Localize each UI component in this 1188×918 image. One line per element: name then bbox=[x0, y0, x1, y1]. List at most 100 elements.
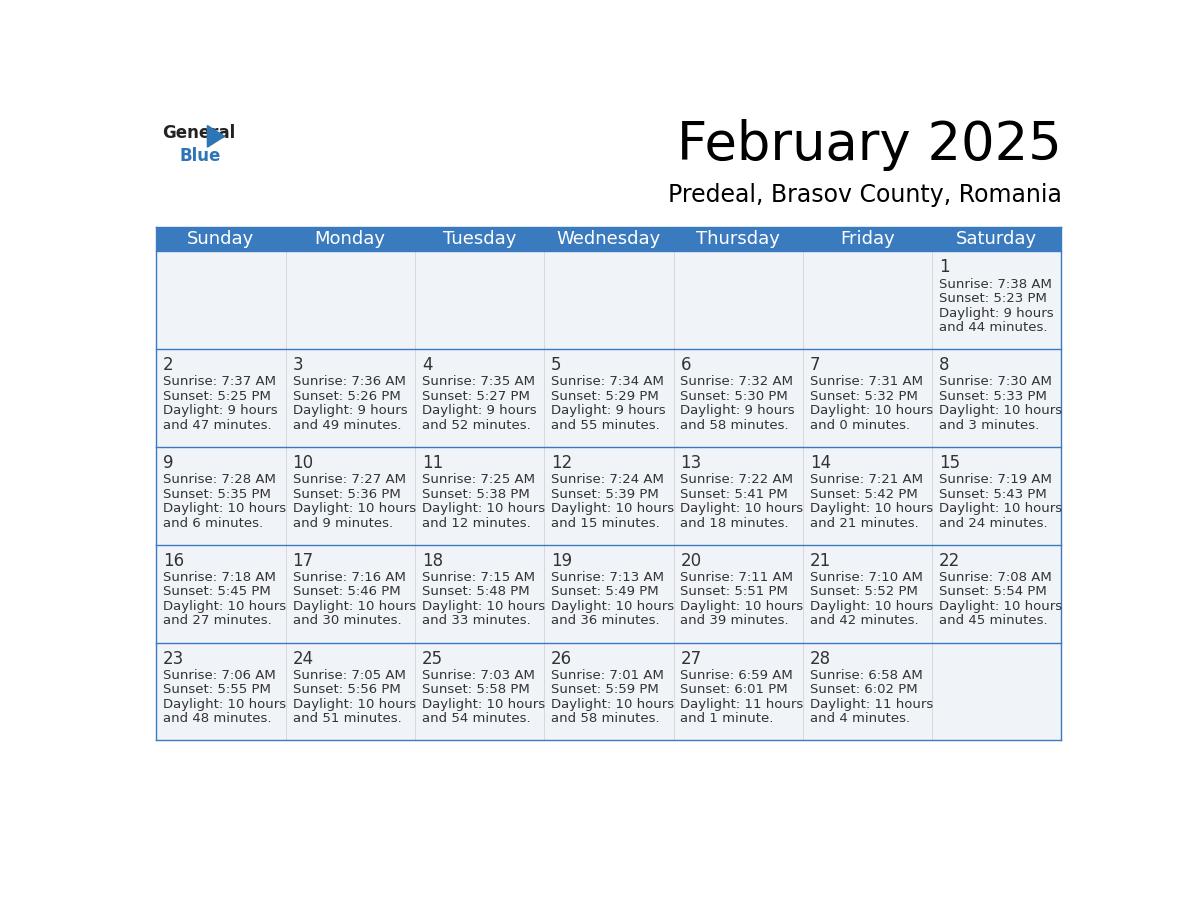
Bar bbox=[285, 349, 415, 447]
Text: Sunrise: 7:28 AM: Sunrise: 7:28 AM bbox=[163, 473, 276, 487]
Bar bbox=[415, 252, 544, 349]
Text: Sunrise: 7:11 AM: Sunrise: 7:11 AM bbox=[681, 571, 794, 584]
Text: Sunrise: 7:34 AM: Sunrise: 7:34 AM bbox=[551, 375, 664, 388]
Text: Sunset: 5:59 PM: Sunset: 5:59 PM bbox=[551, 683, 659, 696]
Text: Sunrise: 7:18 AM: Sunrise: 7:18 AM bbox=[163, 571, 276, 584]
Text: Daylight: 10 hours: Daylight: 10 hours bbox=[810, 600, 933, 613]
Text: and 58 minutes.: and 58 minutes. bbox=[551, 712, 659, 725]
Text: Daylight: 10 hours: Daylight: 10 hours bbox=[551, 698, 675, 711]
Text: Monday: Monday bbox=[315, 230, 386, 249]
Text: and 42 minutes.: and 42 minutes. bbox=[810, 614, 918, 627]
Text: Sunrise: 7:37 AM: Sunrise: 7:37 AM bbox=[163, 375, 277, 388]
Text: Sunset: 5:54 PM: Sunset: 5:54 PM bbox=[939, 586, 1047, 599]
Text: 1: 1 bbox=[939, 258, 949, 276]
Text: and 9 minutes.: and 9 minutes. bbox=[292, 517, 393, 530]
Bar bbox=[157, 447, 285, 544]
Text: 16: 16 bbox=[163, 552, 184, 570]
Text: and 15 minutes.: and 15 minutes. bbox=[551, 517, 659, 530]
Bar bbox=[803, 447, 933, 544]
Bar bbox=[674, 544, 803, 643]
Text: Daylight: 10 hours: Daylight: 10 hours bbox=[422, 698, 545, 711]
Text: Daylight: 10 hours: Daylight: 10 hours bbox=[681, 600, 803, 613]
Text: Daylight: 10 hours: Daylight: 10 hours bbox=[939, 404, 1062, 418]
Text: Tuesday: Tuesday bbox=[443, 230, 517, 249]
Bar bbox=[803, 252, 933, 349]
Text: Sunrise: 7:16 AM: Sunrise: 7:16 AM bbox=[292, 571, 405, 584]
Bar bbox=[933, 643, 1061, 741]
Polygon shape bbox=[208, 126, 225, 147]
Text: and 12 minutes.: and 12 minutes. bbox=[422, 517, 531, 530]
Bar bbox=[157, 544, 285, 643]
Text: Sunrise: 6:58 AM: Sunrise: 6:58 AM bbox=[810, 669, 923, 682]
Text: Daylight: 10 hours: Daylight: 10 hours bbox=[163, 698, 286, 711]
Text: Sunset: 5:23 PM: Sunset: 5:23 PM bbox=[939, 292, 1047, 305]
Bar bbox=[933, 544, 1061, 643]
Text: 26: 26 bbox=[551, 650, 573, 667]
Bar bbox=[544, 252, 674, 349]
Text: Daylight: 9 hours: Daylight: 9 hours bbox=[422, 404, 537, 418]
Text: Sunset: 5:39 PM: Sunset: 5:39 PM bbox=[551, 487, 659, 500]
Text: Sunset: 5:25 PM: Sunset: 5:25 PM bbox=[163, 390, 271, 403]
Text: 24: 24 bbox=[292, 650, 314, 667]
Text: Daylight: 10 hours: Daylight: 10 hours bbox=[163, 600, 286, 613]
Text: Sunrise: 7:24 AM: Sunrise: 7:24 AM bbox=[551, 473, 664, 487]
Bar bbox=[285, 447, 415, 544]
Text: 17: 17 bbox=[292, 552, 314, 570]
Text: Sunrise: 7:10 AM: Sunrise: 7:10 AM bbox=[810, 571, 923, 584]
Text: 4: 4 bbox=[422, 356, 432, 375]
Text: and 0 minutes.: and 0 minutes. bbox=[810, 419, 910, 431]
Text: 15: 15 bbox=[939, 454, 960, 472]
Text: Sunrise: 7:01 AM: Sunrise: 7:01 AM bbox=[551, 669, 664, 682]
Text: Daylight: 11 hours: Daylight: 11 hours bbox=[681, 698, 804, 711]
Bar bbox=[285, 643, 415, 741]
Text: Daylight: 9 hours: Daylight: 9 hours bbox=[939, 307, 1054, 319]
Text: 13: 13 bbox=[681, 454, 702, 472]
Text: 9: 9 bbox=[163, 454, 173, 472]
Bar bbox=[674, 643, 803, 741]
Text: and 48 minutes.: and 48 minutes. bbox=[163, 712, 272, 725]
Text: and 58 minutes.: and 58 minutes. bbox=[681, 419, 789, 431]
Text: Sunset: 5:35 PM: Sunset: 5:35 PM bbox=[163, 487, 271, 500]
Text: Sunset: 5:36 PM: Sunset: 5:36 PM bbox=[292, 487, 400, 500]
Bar bbox=[933, 252, 1061, 349]
Text: Sunrise: 7:22 AM: Sunrise: 7:22 AM bbox=[681, 473, 794, 487]
Text: and 52 minutes.: and 52 minutes. bbox=[422, 419, 531, 431]
Text: 2: 2 bbox=[163, 356, 173, 375]
Text: 28: 28 bbox=[810, 650, 830, 667]
Bar bbox=[674, 447, 803, 544]
Text: and 24 minutes.: and 24 minutes. bbox=[939, 517, 1048, 530]
Text: Sunset: 5:26 PM: Sunset: 5:26 PM bbox=[292, 390, 400, 403]
Text: 8: 8 bbox=[939, 356, 949, 375]
Bar bbox=[285, 252, 415, 349]
Text: 23: 23 bbox=[163, 650, 184, 667]
Text: Daylight: 10 hours: Daylight: 10 hours bbox=[810, 502, 933, 515]
Text: Daylight: 10 hours: Daylight: 10 hours bbox=[681, 502, 803, 515]
Bar bbox=[544, 544, 674, 643]
Text: Sunset: 6:02 PM: Sunset: 6:02 PM bbox=[810, 683, 917, 696]
Text: February 2025: February 2025 bbox=[677, 119, 1061, 172]
Text: Sunset: 6:01 PM: Sunset: 6:01 PM bbox=[681, 683, 788, 696]
Text: 5: 5 bbox=[551, 356, 562, 375]
Bar bbox=[415, 544, 544, 643]
Text: 14: 14 bbox=[810, 454, 830, 472]
Text: Sunset: 5:27 PM: Sunset: 5:27 PM bbox=[422, 390, 530, 403]
Text: Sunset: 5:58 PM: Sunset: 5:58 PM bbox=[422, 683, 530, 696]
Bar bbox=[544, 447, 674, 544]
Text: Sunset: 5:33 PM: Sunset: 5:33 PM bbox=[939, 390, 1047, 403]
Text: Wednesday: Wednesday bbox=[557, 230, 661, 249]
Text: Sunset: 5:32 PM: Sunset: 5:32 PM bbox=[810, 390, 917, 403]
Text: Sunrise: 7:05 AM: Sunrise: 7:05 AM bbox=[292, 669, 405, 682]
Text: Sunset: 5:43 PM: Sunset: 5:43 PM bbox=[939, 487, 1047, 500]
Text: Sunrise: 7:15 AM: Sunrise: 7:15 AM bbox=[422, 571, 535, 584]
Bar bbox=[157, 349, 285, 447]
Text: Daylight: 10 hours: Daylight: 10 hours bbox=[292, 502, 416, 515]
Text: 10: 10 bbox=[292, 454, 314, 472]
Text: and 18 minutes.: and 18 minutes. bbox=[681, 517, 789, 530]
Text: 6: 6 bbox=[681, 356, 691, 375]
Text: 20: 20 bbox=[681, 552, 702, 570]
Text: Sunday: Sunday bbox=[188, 230, 254, 249]
Text: Sunrise: 7:35 AM: Sunrise: 7:35 AM bbox=[422, 375, 535, 388]
Text: 12: 12 bbox=[551, 454, 573, 472]
Text: and 1 minute.: and 1 minute. bbox=[681, 712, 773, 725]
Text: Daylight: 10 hours: Daylight: 10 hours bbox=[422, 600, 545, 613]
